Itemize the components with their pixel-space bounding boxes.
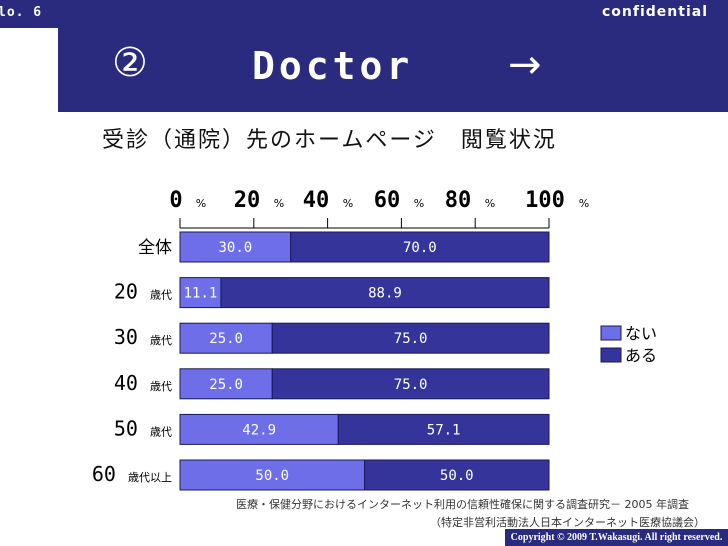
x-tick-label: 0 [169,188,182,213]
legend-label: ある [625,346,657,365]
legend-swatch [600,325,622,341]
category-label: 40 歳代 [114,371,172,395]
data-label: 88.9 [368,286,402,302]
slide-title: Doctor [252,44,414,88]
bar-segment-nai [179,413,339,445]
top-bar: lo. 6 confidential [0,0,728,28]
legend-swatch [600,347,622,363]
footnote-source: 医療・保健分野におけるインターネット利用の信頼性確保に関する調査研究－ 2005… [236,498,689,511]
bar-segment-nai [179,459,365,491]
title-bar [58,28,728,112]
x-tick-unit: % [343,197,353,210]
bar-segment-aru [271,368,550,400]
data-label: 57.1 [427,422,461,438]
copyright-notice: Copyright © 2009 T.Wakasugi. All right r… [505,529,728,546]
title-number: ② [112,40,148,86]
bar-segment-nai [179,368,273,400]
bar-segment-nai [179,277,222,309]
x-tick-unit: % [196,197,206,210]
x-tick-unit: % [274,197,284,210]
footnote-organization: （特定非営利活動法人日本インターネット医療協議会） [430,516,705,529]
x-tick-label: 100 [525,188,565,213]
x-tick-label: 60 [374,188,401,213]
x-tick-label: 20 [234,188,261,213]
data-label: 11.1 [184,286,218,302]
category-label: 60 歳代以上 [92,462,172,486]
bar-segment-aru [364,459,550,491]
data-label: 25.0 [209,331,243,347]
data-label: 30.0 [218,240,252,256]
data-label: 42.9 [242,422,276,438]
data-label: 50.0 [440,468,474,484]
x-tick-label: 80 [445,188,472,213]
chart-title: 受診（通院）先のホームページ 閲覧状況 [102,128,557,153]
bar-segment-aru [220,277,550,309]
bar-segment-aru [271,322,550,354]
category-label: 20 歳代 [114,280,172,304]
confidential-label: confidential [602,4,708,20]
bar-segment-aru [290,231,550,263]
data-label: 75.0 [394,331,428,347]
category-label: 全体 [138,238,172,258]
bar-segment-aru [337,413,550,445]
data-label: 75.0 [394,377,428,393]
category-label: 30 歳代 [114,325,172,349]
x-tick-unit: % [485,197,495,210]
data-label: 25.0 [209,377,243,393]
x-tick-label: 40 [303,188,330,213]
category-label: 50 歳代 [114,416,172,440]
x-tick-unit: % [579,197,589,210]
legend-label: ない [625,324,657,343]
slide-number: lo. 6 [0,5,43,20]
arrow-icon: → [508,42,542,88]
data-label: 70.0 [403,240,437,256]
data-label: 50.0 [255,468,289,484]
x-tick-unit: % [414,197,424,210]
